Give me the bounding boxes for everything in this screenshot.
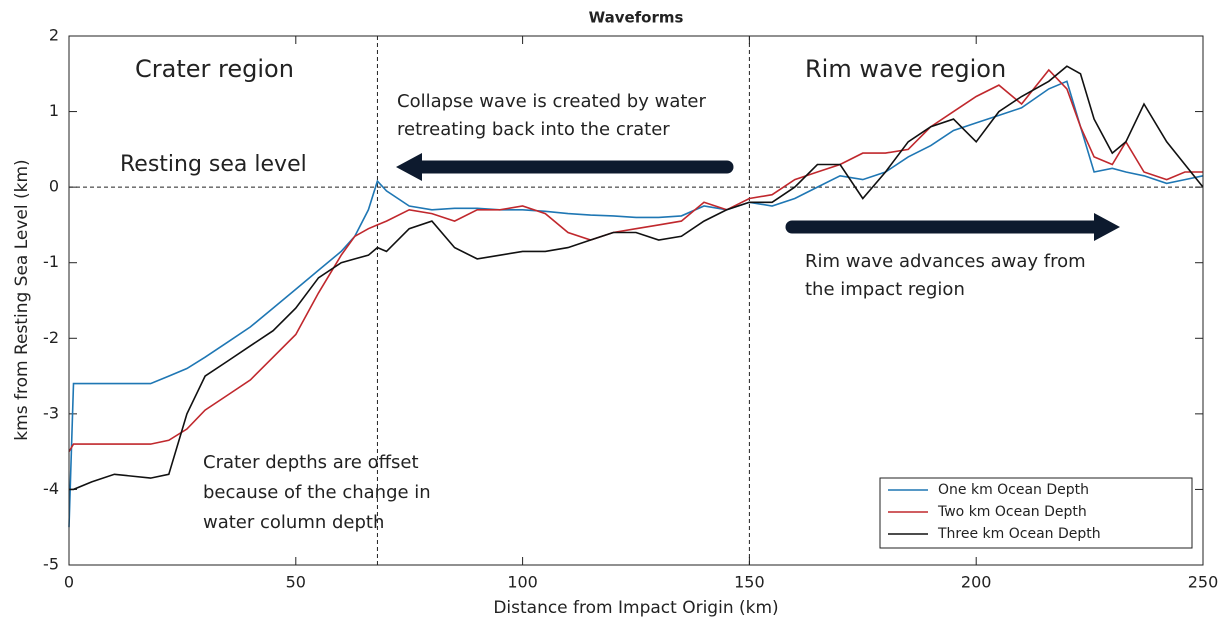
arrow-head <box>1094 213 1120 241</box>
x-tick-label: 200 <box>961 573 992 592</box>
legend-label: One km Ocean Depth <box>938 482 1089 498</box>
annotation: Collapse wave is created by water <box>397 91 706 112</box>
x-axis-label: Distance from Impact Origin (km) <box>493 598 778 618</box>
arrow-head <box>396 153 422 181</box>
legend-label: Two km Ocean Depth <box>937 504 1087 520</box>
x-tick-label: 100 <box>507 573 538 592</box>
y-axis-label: kms from Resting Sea Level (km) <box>12 159 32 440</box>
y-tick-label: -1 <box>43 252 59 271</box>
annotation: Rim wave advances away from <box>805 251 1086 272</box>
annotation: Rim wave region <box>805 55 1006 83</box>
y-tick-label: 1 <box>49 101 59 120</box>
annotation: retreating back into the crater <box>397 119 670 140</box>
legend-box <box>879 477 1193 549</box>
annotation: Crater depths are offset <box>203 452 419 473</box>
series-line <box>69 65 1204 491</box>
y-tick-label: 2 <box>49 26 59 45</box>
chart-title: Waveforms <box>589 9 684 27</box>
series-line <box>68 68 1203 453</box>
y-tick-label: 0 <box>49 177 59 196</box>
x-tick-label: 150 <box>734 573 765 592</box>
plot-frame <box>68 35 1204 566</box>
y-tick-label: -5 <box>43 555 59 574</box>
x-tick-label: 50 <box>286 573 306 592</box>
y-tick-label: -3 <box>43 403 59 422</box>
series-line <box>68 80 1204 528</box>
annotation: Crater region <box>135 55 294 83</box>
x-tick-label: 250 <box>1188 573 1219 592</box>
y-tick-label: -4 <box>43 479 59 498</box>
annotation: water column depth <box>203 512 384 533</box>
legend-label: Three km Ocean Depth <box>937 526 1101 542</box>
annotation: Resting sea level <box>120 152 307 177</box>
y-tick-label: -2 <box>43 328 59 347</box>
annotation: because of the change in <box>203 482 431 503</box>
x-tick-label: 0 <box>64 573 74 592</box>
annotation: the impact region <box>805 279 965 300</box>
